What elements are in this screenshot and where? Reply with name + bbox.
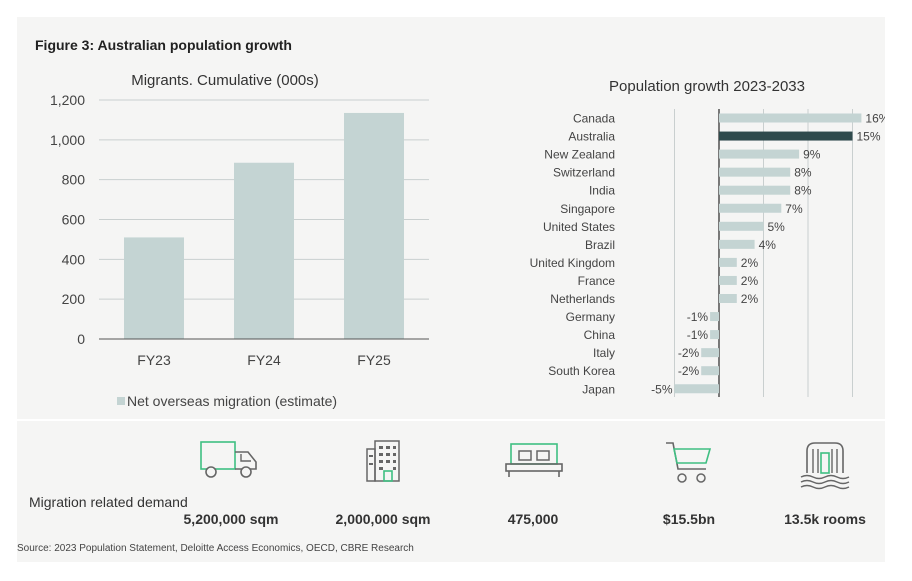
office-building-icon [366, 440, 400, 482]
bar-fy23 [124, 237, 184, 339]
truck-icon [200, 441, 257, 478]
demand-value-retail: $15.5bn [662, 511, 716, 527]
x-tick-label: FY24 [247, 352, 281, 368]
hotel-building-icon [800, 442, 850, 490]
value-label: 5% [768, 220, 786, 234]
hbar-brazil [719, 239, 755, 249]
y-tick-label: 600 [62, 212, 86, 228]
value-label: 2% [741, 274, 759, 288]
demand-value-industrial: 5,200,000 sqm [183, 511, 279, 527]
value-label: 7% [785, 202, 803, 216]
category-label: Italy [593, 346, 615, 360]
category-label: Japan [582, 382, 615, 396]
figure-title: Figure 3: Australian population growth [35, 37, 292, 53]
left-chart-title: Migrants. Cumulative (000s) [131, 72, 319, 89]
bed-icon [505, 443, 563, 477]
hbar-japan [674, 384, 719, 394]
hbar-singapore [719, 203, 782, 213]
category-label: Singapore [560, 202, 615, 216]
category-label: Canada [573, 112, 615, 126]
category-label: Australia [568, 130, 615, 144]
migrants-bar-chart: Migrants. Cumulative (000s) 0 200 400 600 800… [50, 72, 429, 409]
y-tick-label: 1,200 [50, 92, 85, 108]
value-label: 9% [803, 148, 821, 162]
value-label: 15% [857, 130, 881, 144]
y-tick-label: 400 [62, 251, 86, 267]
hbar-united-kingdom [719, 257, 737, 267]
x-tick-label: FY25 [357, 352, 391, 368]
hbar-china [710, 330, 719, 340]
hbar-netherlands [719, 294, 737, 303]
y-tick-label: 800 [62, 172, 86, 188]
value-label: 8% [794, 166, 812, 180]
hbar-switzerland [719, 167, 791, 177]
hbar-india [719, 185, 791, 195]
demand-label: Migration related demand [29, 494, 188, 510]
category-label: India [589, 184, 615, 198]
charts-area: Migrants. Cumulative (000s) 0 200 400 600 800… [50, 72, 885, 409]
hbar-new-zealand [719, 149, 800, 159]
value-label: 2% [741, 292, 759, 306]
hbar-australia [719, 131, 853, 141]
value-label: -5% [651, 382, 673, 396]
source-note: Source: 2023 Population Statement, Deloi… [17, 543, 414, 554]
demand-value-housing: 475,000 [507, 511, 559, 527]
value-label: 2% [741, 256, 759, 270]
demand-value-hotel: 13.5k rooms [784, 511, 866, 527]
y-tick-label: 200 [62, 291, 86, 307]
value-label: -1% [687, 328, 709, 342]
hbar-italy [701, 348, 719, 358]
hbar-south-korea [701, 366, 719, 376]
hbar-canada [719, 113, 862, 123]
value-label: -1% [687, 310, 709, 324]
legend-swatch [117, 397, 125, 405]
value-label: 8% [794, 184, 812, 198]
demand-value-office: 2,000,000 sqm [335, 511, 431, 527]
bar-fy25 [344, 112, 404, 339]
hbar-united-states [719, 221, 764, 231]
category-label: Switzerland [553, 166, 615, 180]
value-label: 16% [865, 112, 885, 126]
population-growth-bar-chart: Population growth 2023-2033 Canada 16% Aust… [530, 78, 885, 397]
right-chart-title: Population growth 2023-2033 [609, 78, 805, 95]
category-label: South Korea [548, 364, 615, 378]
category-label: Netherlands [550, 292, 615, 306]
value-label: -2% [678, 346, 700, 360]
demand-panel: Migration related demand [17, 419, 885, 562]
category-label: New Zealand [544, 148, 615, 162]
y-tick-label: 1,000 [50, 132, 85, 148]
y-tick-label: 0 [77, 331, 85, 347]
category-label: China [584, 328, 616, 342]
value-label: -2% [678, 364, 700, 378]
legend-label: Net overseas migration (estimate) [127, 393, 337, 409]
shopping-cart-icon [666, 442, 712, 483]
value-label: 4% [759, 238, 777, 252]
hbar-france [719, 275, 737, 285]
category-label: France [578, 274, 616, 288]
bar-fy24 [234, 162, 294, 339]
category-label: United States [543, 220, 615, 234]
hbar-germany [710, 312, 719, 322]
category-label: Germany [566, 310, 615, 324]
category-label: Brazil [585, 238, 615, 252]
figure-panel: Figure 3: Australian population growth M… [17, 17, 885, 562]
category-label: United Kingdom [530, 256, 615, 270]
x-tick-label: FY23 [137, 352, 171, 368]
